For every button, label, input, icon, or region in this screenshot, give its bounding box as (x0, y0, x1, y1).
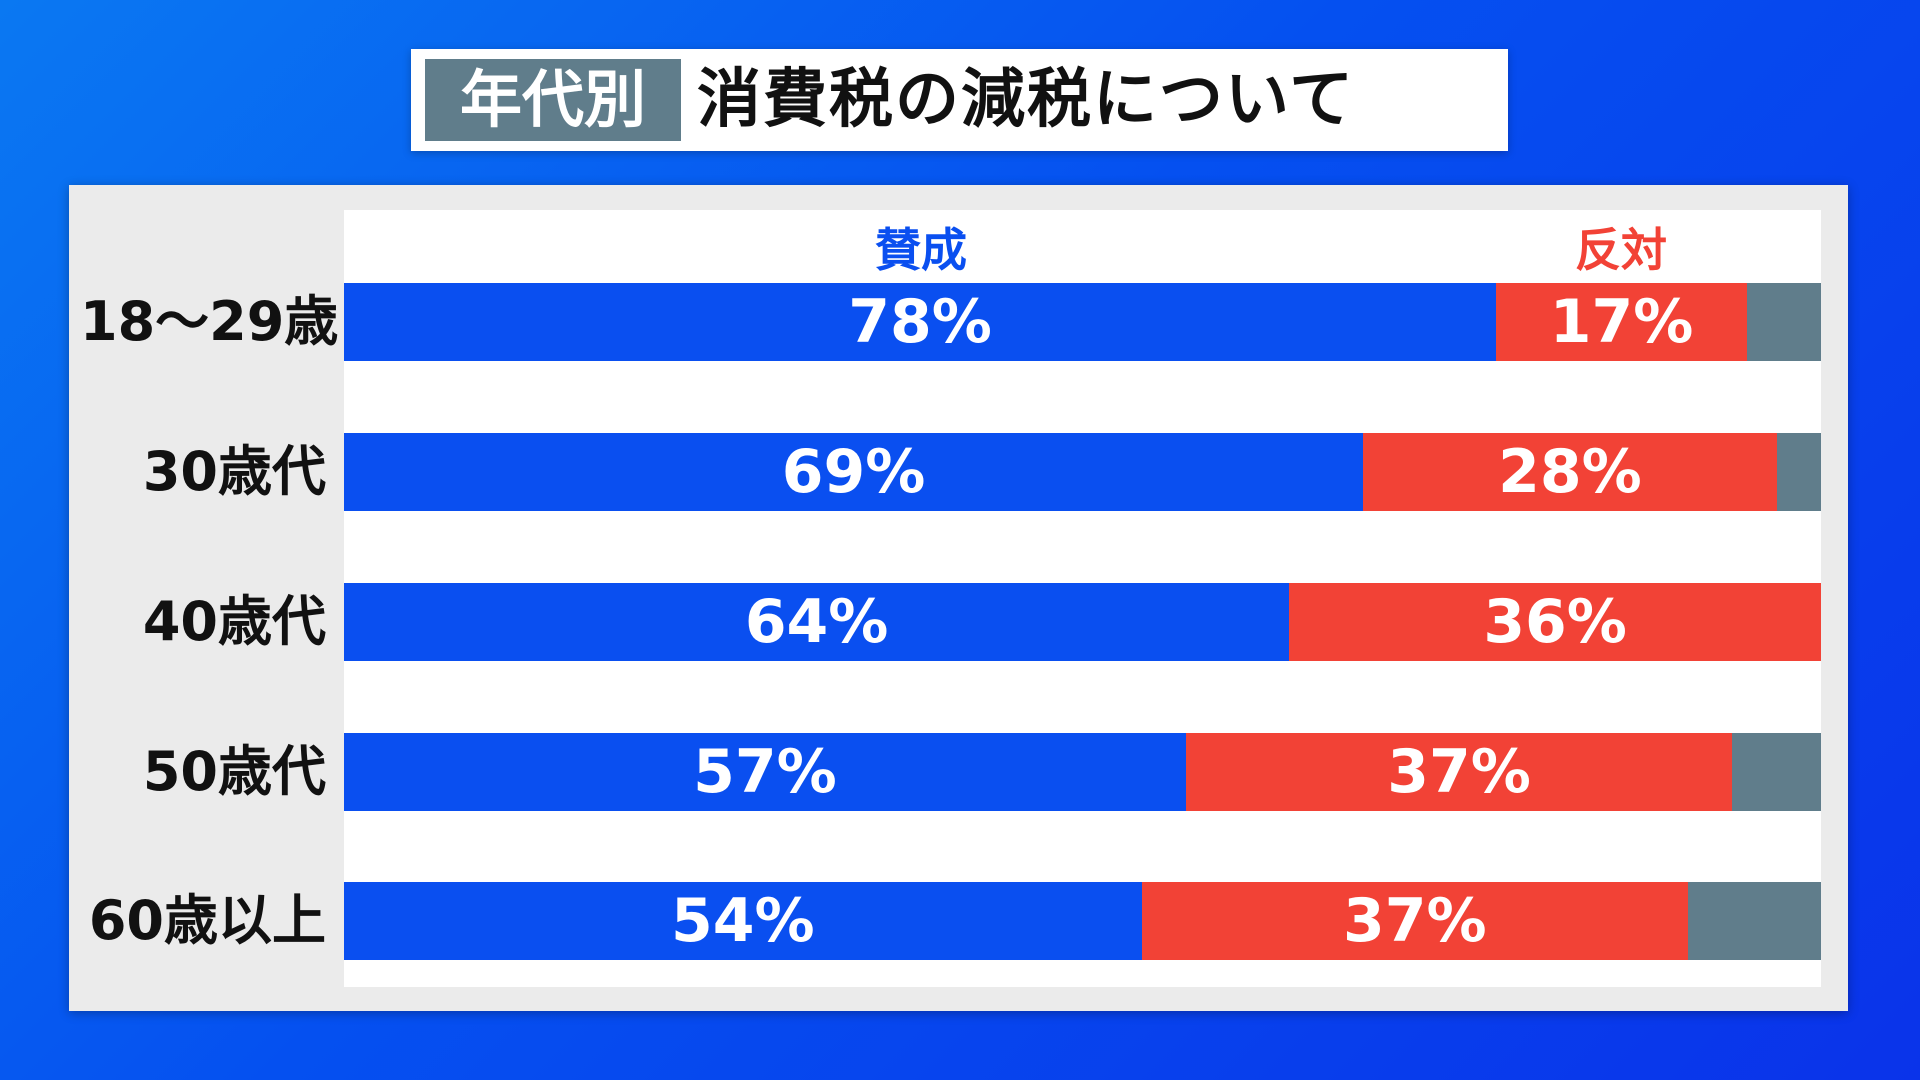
bar-against-value-label: 37% (1387, 737, 1531, 807)
bar-other (1747, 283, 1821, 361)
category-label: 50歳代 (142, 740, 326, 803)
bar-against (1289, 583, 1821, 661)
bar-row: 54% 37% (344, 882, 1821, 960)
category-label: 18〜29歳 (80, 290, 339, 353)
bar-other (1688, 882, 1821, 960)
bar-for (344, 583, 1290, 661)
bar-other (1732, 733, 1821, 811)
bar-for (344, 882, 1142, 960)
bar-against-value-label: 36% (1483, 587, 1627, 657)
chart-title: 消費税の減税について (697, 63, 1356, 137)
bar-for-value-label: 78% (848, 287, 992, 357)
legend-against-label: 反対 (1575, 223, 1667, 277)
bar-for (344, 733, 1186, 811)
bar-row: 57% 37% (344, 733, 1821, 811)
bar-for-value-label: 64% (744, 587, 889, 657)
bar-row: 64% 36% (344, 583, 1821, 661)
title-tag: 年代別 (425, 59, 681, 141)
bar-for-value-label: 57% (693, 737, 837, 807)
bar-against-value-label: 17% (1549, 287, 1694, 357)
bar-for (344, 433, 1364, 511)
bar-for (344, 283, 1497, 361)
category-label: 40歳代 (142, 590, 326, 653)
bar-against (1496, 283, 1748, 361)
bar-other (1776, 433, 1821, 511)
bar-for-value-label: 69% (781, 437, 926, 507)
bar-against (1185, 733, 1733, 811)
bar-against (1141, 882, 1689, 960)
legend-for-label: 賛成 (875, 223, 967, 277)
bar-against-value-label: 28% (1498, 437, 1642, 507)
category-label: 30歳代 (142, 440, 326, 503)
bar-against (1363, 433, 1777, 511)
bar-for-value-label: 54% (670, 886, 815, 956)
bar-row: 69% 28% (344, 433, 1821, 511)
title-box: 年代別 消費税の減税について (411, 49, 1508, 151)
category-label: 60歳以上 (88, 889, 326, 952)
bar-row: 78% 17% (344, 283, 1821, 361)
bar-against-value-label: 37% (1343, 886, 1487, 956)
